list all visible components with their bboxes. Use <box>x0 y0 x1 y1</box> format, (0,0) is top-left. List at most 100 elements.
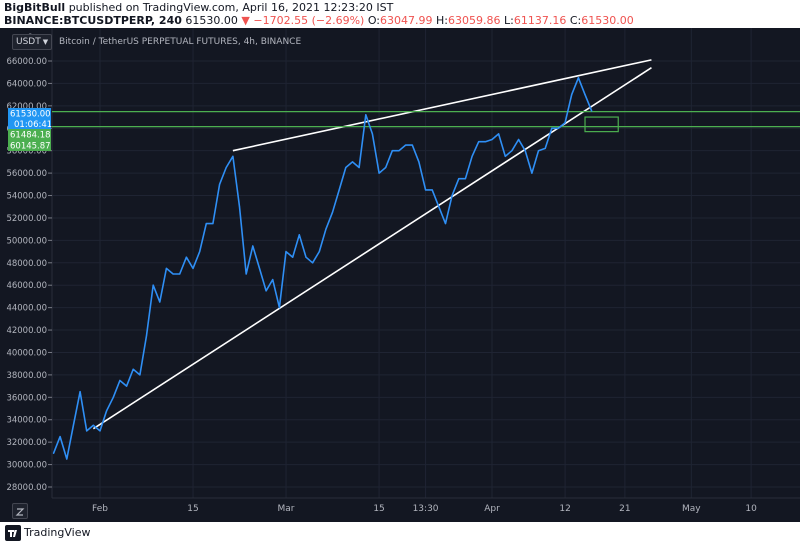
price-point <box>125 385 128 387</box>
low-value: 61137.16 <box>513 14 567 27</box>
chart-title: Bitcoin / TetherUS PERPETUAL FUTURES, 4h… <box>59 37 302 47</box>
high-value: 63059.86 <box>447 14 501 27</box>
price-point <box>132 368 134 370</box>
price-point <box>205 222 207 225</box>
price-point <box>238 206 241 208</box>
y-tick-label: 46000.00 <box>6 281 47 291</box>
zoom-icon <box>15 508 25 516</box>
price-point <box>232 155 234 157</box>
price-point <box>551 127 553 129</box>
price-axis[interactable]: 28000.00 30000.00 32000.00 34000.00 36000.00… <box>6 33 52 493</box>
price-point <box>385 166 387 169</box>
price-point <box>378 172 380 174</box>
price-point <box>484 141 486 143</box>
y-tick-label: 64000.00 <box>6 79 47 89</box>
last-price: 61530.00 <box>185 14 238 27</box>
x-tick-label: Feb <box>92 504 108 514</box>
price-point <box>351 161 354 163</box>
price-point <box>145 335 148 337</box>
price-point <box>557 127 560 129</box>
price-point <box>285 250 287 253</box>
x-tick-label: Apr <box>484 504 500 514</box>
price-point <box>305 256 307 258</box>
line-upper-tag <box>8 129 51 140</box>
brand-name[interactable]: TradingView <box>24 526 91 539</box>
x-tick-label: 21 <box>619 504 630 514</box>
target-box[interactable] <box>584 116 619 133</box>
price-point <box>577 77 579 79</box>
symbol-label: BINANCE:BTCUSDTPERP, 240 <box>4 14 182 27</box>
y-tick-label: 54000.00 <box>6 192 47 202</box>
price-point <box>511 150 513 152</box>
price-chart[interactable]: 28000.00 30000.00 32000.00 34000.00 36000.00… <box>0 28 800 522</box>
change-down-icon: ▼ <box>241 14 250 27</box>
close-value: 61530.00 <box>581 14 634 27</box>
price-point <box>185 256 187 258</box>
high-label: H: <box>436 14 448 27</box>
price-point <box>52 452 55 454</box>
price-point <box>544 147 546 150</box>
y-tick-label: 48000.00 <box>6 259 47 269</box>
price-point <box>192 267 194 269</box>
price-point <box>172 273 174 275</box>
y-tick-label: 50000.00 <box>6 236 47 246</box>
chart-header: BigBitBull published on TradingView.com,… <box>0 0 800 28</box>
price-point <box>405 144 407 146</box>
price-point <box>79 391 81 393</box>
y-tick-label: 62000.00 <box>6 102 47 112</box>
price-point <box>139 374 141 376</box>
price-point <box>312 262 314 264</box>
published-text: published on TradingView.com, April 16, … <box>68 1 394 14</box>
trendlines[interactable] <box>92 59 652 430</box>
chevron-down-icon: ▼ <box>42 38 49 46</box>
price-point <box>119 379 121 382</box>
price-series <box>52 77 593 460</box>
price-point <box>86 430 88 432</box>
footer-bar: TradingView <box>0 522 800 544</box>
price-point <box>338 189 340 191</box>
low-label: L: <box>503 14 514 27</box>
price-point <box>418 161 420 163</box>
price-point <box>252 245 254 247</box>
price-point <box>318 250 320 253</box>
price-point <box>165 267 168 269</box>
price-point <box>225 166 227 169</box>
countdown-label: 01:06:41 <box>14 120 52 130</box>
y-tick-label: 40000.00 <box>6 348 47 358</box>
price-point <box>159 301 161 303</box>
price-point <box>431 189 433 191</box>
price-point <box>218 183 221 185</box>
line-lower-label: 60145.87 <box>10 142 51 152</box>
line-upper-label: 61484.18 <box>10 131 51 141</box>
zoom-button[interactable] <box>12 503 28 519</box>
price-point <box>345 166 347 169</box>
price-point <box>199 250 201 253</box>
y-tick-label: 66000.00 <box>6 57 47 67</box>
line-lower-tag <box>8 140 51 151</box>
price-line-BTCUSDTPERP <box>52 77 593 460</box>
currency-button[interactable]: USDT ▼ <box>12 34 53 50</box>
price-point <box>265 290 267 292</box>
price-point <box>292 256 294 258</box>
trendline-upper[interactable] <box>232 59 652 152</box>
price-point <box>152 284 154 286</box>
price-point <box>365 114 367 116</box>
price-point <box>72 424 75 426</box>
price-point <box>498 133 500 135</box>
price-point <box>531 172 533 174</box>
y-tick-label: 36000.00 <box>6 393 47 403</box>
close-label: C: <box>569 14 582 27</box>
y-tick-label: 30000.00 <box>6 461 47 471</box>
price-point <box>524 150 526 152</box>
time-axis[interactable]: Feb 15 Mar 15 13:30 Apr 12 21 May 10 <box>92 504 757 514</box>
price-point <box>478 141 480 143</box>
price-point <box>411 144 413 146</box>
author-name[interactable]: BigBitBull <box>4 1 66 14</box>
y-tick-label: 56000.00 <box>6 169 47 179</box>
price-point <box>258 267 261 269</box>
price-point <box>564 122 566 124</box>
y-tick-label: 44000.00 <box>6 304 47 314</box>
price-point <box>438 206 440 208</box>
horizontal-lines[interactable] <box>52 111 800 133</box>
price-point <box>464 178 467 180</box>
